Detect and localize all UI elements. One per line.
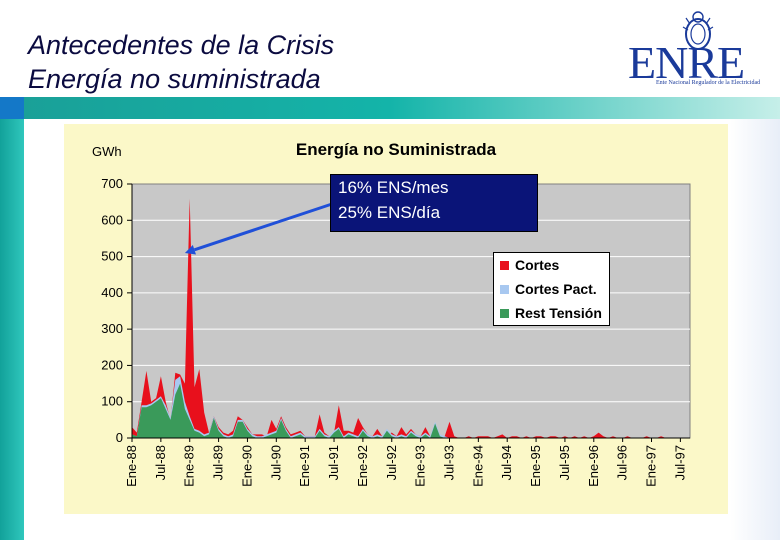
x-tick-label: Jul-94 xyxy=(499,445,514,480)
annotation-arrowhead xyxy=(184,245,196,255)
y-tick-label-600: 600 xyxy=(101,212,123,227)
x-tick-label: Ene-89 xyxy=(182,445,197,487)
x-tick-label: Jul-97 xyxy=(672,445,687,480)
title-line-2: Energía no suministrada xyxy=(28,64,321,94)
logo-wordmark: ENRE xyxy=(628,37,745,88)
x-tick-label: Ene-91 xyxy=(297,445,312,487)
y-tick-label-700: 700 xyxy=(101,176,123,191)
x-tick-label: Ene-88 xyxy=(124,445,139,487)
y-tick-label-0: 0 xyxy=(116,430,123,445)
x-tick-label: Ene-95 xyxy=(528,445,543,487)
legend-label-cortes: Cortes xyxy=(515,257,560,273)
x-tick-label: Ene-90 xyxy=(239,445,254,487)
title-line-1: Antecedentes de la Crisis xyxy=(28,30,335,60)
annotation-arrow xyxy=(193,202,333,252)
x-tick-label: Jul-92 xyxy=(384,445,399,480)
x-tick-label: Ene-94 xyxy=(470,445,485,487)
y-axis-label: GWh xyxy=(92,144,122,159)
x-tick-label: Jul-95 xyxy=(557,445,572,480)
x-tick-label: Ene-96 xyxy=(586,445,601,487)
legend-item-rest-tension: Rest Tensión xyxy=(500,304,602,322)
coat-of-arms-icon xyxy=(682,11,714,50)
background-gradient xyxy=(730,119,780,540)
annotation-box: 16% ENS/mes 25% ENS/día xyxy=(330,174,538,232)
x-tick-label: Jul-89 xyxy=(211,445,226,480)
y-tick-label-400: 400 xyxy=(101,285,123,300)
legend-swatch-rest-tension xyxy=(500,308,509,318)
legend-item-cortes: Cortes xyxy=(500,256,559,274)
series-area-rest-tensi-n xyxy=(132,383,690,438)
x-tick-label: Jul-88 xyxy=(153,445,168,480)
header-accent-block xyxy=(0,97,24,119)
chart-legend: Cortes Cortes Pact. Rest Tensión xyxy=(493,252,610,326)
chart-title: Energía no Suministrada xyxy=(296,140,497,159)
annotation-line-1: 16% ENS/mes xyxy=(338,178,449,197)
x-tick-label: Jul-90 xyxy=(268,445,283,480)
x-tick-label: Ene-93 xyxy=(413,445,428,487)
y-tick-label-300: 300 xyxy=(101,321,123,336)
slide-title: Antecedentes de la Crisis Energía no sum… xyxy=(28,28,334,96)
slide-header xyxy=(0,0,780,97)
enre-logo: ENRE Ente Nacional Regulador de la Elect… xyxy=(626,10,770,94)
x-tick-label: Ene-92 xyxy=(355,445,370,487)
x-tick-label: Jul-91 xyxy=(326,445,341,480)
x-tick-label: Ene-97 xyxy=(644,445,659,487)
legend-label-cortes-pact: Cortes Pact. xyxy=(515,281,597,297)
y-tick-label-200: 200 xyxy=(101,357,123,372)
legend-swatch-cortes xyxy=(500,260,509,270)
y-tick-label-100: 100 xyxy=(101,394,123,409)
header-accent-bar xyxy=(0,97,780,119)
x-tick-label: Jul-96 xyxy=(615,445,630,480)
left-accent-band xyxy=(0,119,24,540)
legend-swatch-cortes-pact xyxy=(500,284,509,294)
annotation-line-2: 25% ENS/día xyxy=(338,203,441,222)
legend-label-rest-tension: Rest Tensión xyxy=(515,305,602,321)
logo-subtitle: Ente Nacional Regulador de la Electricid… xyxy=(656,80,761,86)
y-tick-label-500: 500 xyxy=(101,249,123,264)
x-tick-label: Jul-93 xyxy=(441,445,456,480)
legend-item-cortes-pact: Cortes Pact. xyxy=(500,280,597,298)
